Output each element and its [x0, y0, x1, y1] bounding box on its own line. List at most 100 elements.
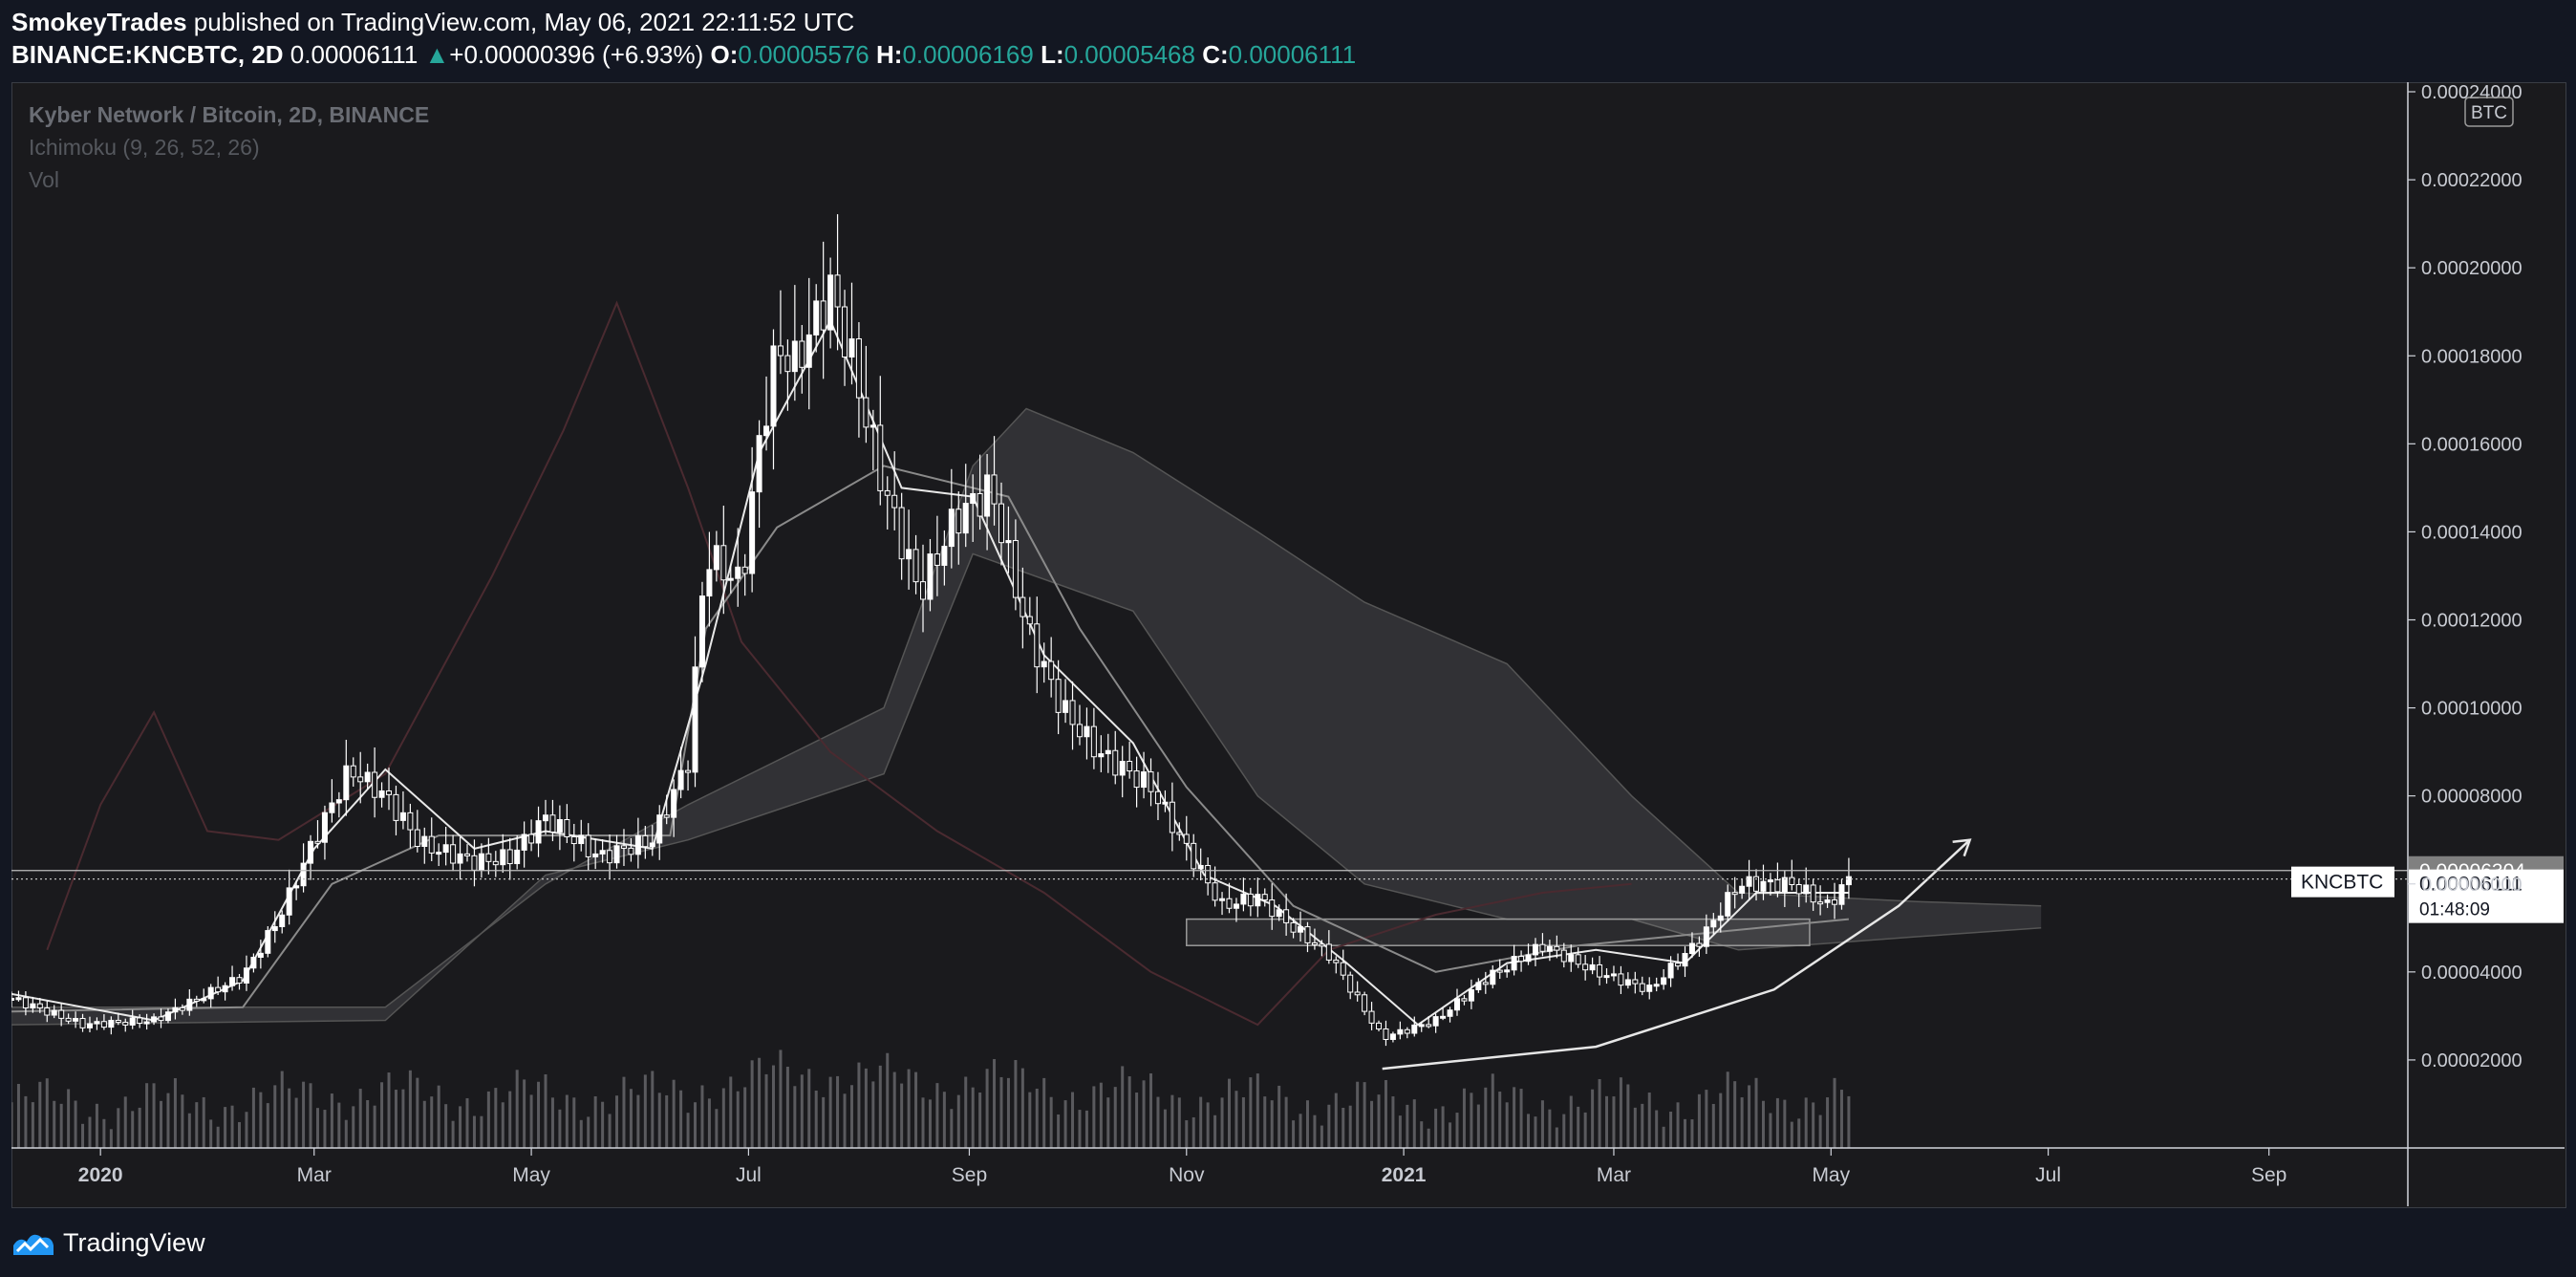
author-name[interactable]: SmokeyTrades — [11, 8, 187, 36]
candle-body — [827, 274, 834, 331]
candle-body — [1760, 880, 1767, 892]
tradingview-brand[interactable]: TradingView — [63, 1227, 205, 1257]
volume-bar — [1213, 1115, 1217, 1148]
candle-body — [1453, 998, 1460, 1011]
candle-body — [834, 274, 841, 308]
volume-bar — [1705, 1090, 1708, 1148]
volume-bar — [74, 1100, 77, 1148]
candle-body — [457, 853, 463, 864]
candle-body — [399, 812, 406, 821]
volume-bar — [935, 1083, 939, 1148]
volume-bar — [843, 1093, 847, 1148]
volume-bar — [886, 1052, 890, 1148]
candle-body — [1832, 898, 1838, 905]
tradingview-logo-icon[interactable] — [11, 1228, 55, 1257]
symbol-label: BINANCE:KNCBTC, 2D — [11, 40, 284, 69]
candle-body — [1212, 882, 1218, 901]
volume-bar — [1697, 1093, 1701, 1148]
volume-bar — [202, 1096, 205, 1148]
volume-bar — [1305, 1100, 1309, 1148]
volume-bar — [1527, 1114, 1531, 1148]
volume-bar — [1441, 1106, 1445, 1148]
time-tick-label: Mar — [297, 1164, 332, 1186]
candle-body — [1084, 725, 1090, 738]
trend-arrow — [1382, 838, 1972, 1071]
volume-bar — [1199, 1096, 1203, 1148]
candle-body — [1845, 876, 1852, 886]
candle-body — [791, 340, 798, 373]
volume-bar — [1113, 1087, 1117, 1148]
volume-bar — [16, 1084, 20, 1148]
volume-bar — [1626, 1084, 1630, 1148]
candle-body — [770, 345, 777, 427]
volume-bar — [181, 1094, 184, 1148]
volume-bar — [394, 1090, 397, 1148]
candle-body — [314, 840, 321, 844]
candle-body — [100, 1021, 107, 1028]
candle-body — [471, 855, 478, 871]
candle-body — [201, 998, 207, 1002]
time-tick-label: Mar — [1597, 1164, 1631, 1186]
candle-body — [22, 997, 29, 1008]
volume-bar — [864, 1068, 868, 1148]
candle-body — [1112, 749, 1119, 776]
candle-body — [1504, 969, 1511, 973]
volume-bar — [1427, 1128, 1430, 1148]
volume-bar — [758, 1057, 762, 1148]
volume-bar — [1406, 1104, 1409, 1148]
candle-body — [229, 977, 236, 986]
volume-bar — [1249, 1077, 1253, 1148]
volume-bar — [1569, 1095, 1573, 1148]
candle-body — [1838, 884, 1845, 905]
volume-bar — [679, 1090, 683, 1148]
volume-bar — [1334, 1093, 1338, 1148]
candle-body — [1048, 660, 1055, 681]
open-value: 0.00005576 — [738, 40, 869, 69]
volume-bar — [145, 1083, 149, 1148]
candle-body — [1731, 892, 1738, 896]
volume-bar — [572, 1097, 576, 1148]
volume-bar — [871, 1081, 875, 1148]
candle-body — [1560, 949, 1567, 963]
volume-bar — [366, 1100, 370, 1148]
candle-body — [1753, 876, 1760, 892]
chart-header: SmokeyTrades published on TradingView.co… — [11, 6, 1356, 71]
volume-bar — [593, 1095, 597, 1148]
volume-bar — [956, 1094, 960, 1148]
candle-body — [1568, 954, 1575, 963]
candle-body — [735, 566, 741, 579]
volume-bar — [914, 1071, 918, 1148]
volume-bar — [1505, 1102, 1509, 1148]
candle-body — [414, 829, 420, 848]
volume-bar — [1035, 1088, 1039, 1148]
candle-body — [977, 492, 983, 517]
candle-body — [1304, 926, 1311, 943]
high-value: 0.00006169 — [902, 40, 1034, 69]
candle-body — [1767, 879, 1773, 883]
volume-bar — [1277, 1085, 1281, 1148]
candle-body — [86, 1023, 93, 1028]
volume-bar — [152, 1083, 156, 1148]
volume-bar — [764, 1073, 768, 1148]
candle-body — [143, 1021, 150, 1025]
volume-bar — [1669, 1111, 1673, 1148]
candle-body — [741, 566, 748, 574]
candle-body — [386, 790, 393, 795]
candle-body — [1389, 1033, 1396, 1040]
volume-bar — [95, 1103, 98, 1148]
volume-bar — [358, 1089, 362, 1148]
volume-bar — [822, 1096, 826, 1148]
candle-body — [1661, 977, 1667, 985]
volume-bar — [1363, 1082, 1366, 1148]
candle-body — [393, 793, 399, 821]
candle-body — [343, 765, 350, 801]
candle-body — [350, 765, 356, 778]
volume-bar — [921, 1097, 925, 1148]
candle-body — [970, 492, 977, 505]
volume-bar — [1470, 1093, 1473, 1148]
volume-bar — [508, 1091, 512, 1148]
volume-bar — [1662, 1126, 1665, 1148]
candle-body — [1440, 1015, 1447, 1019]
candle-body — [329, 802, 335, 813]
